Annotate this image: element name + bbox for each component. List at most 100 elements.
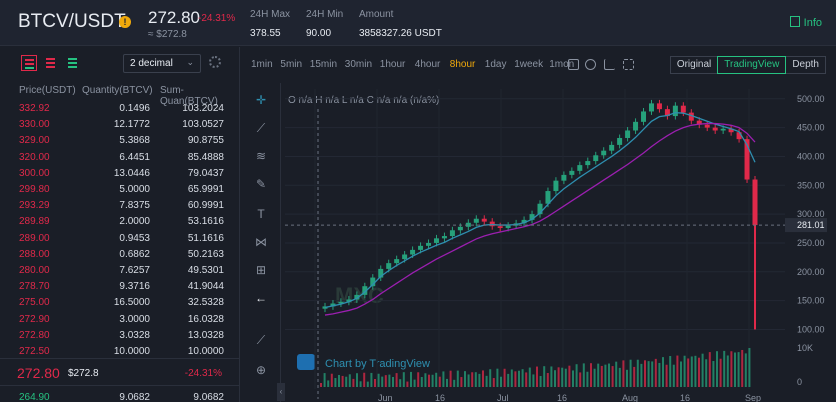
price-tick: 150.00 — [797, 296, 825, 306]
brush-icon[interactable]: ✎ — [255, 177, 267, 191]
text-icon[interactable]: T — [257, 207, 265, 221]
ask-sum: 32.5328 — [187, 297, 224, 309]
col-sum-header: Sum-Quan(BTCV) — [160, 85, 218, 107]
price-chart[interactable]: O n/a H n/a L n/a C n/a n/a (n/a%) MXC C… — [285, 89, 836, 402]
ask-qty: 10.0000 — [113, 346, 150, 357]
settings-icon[interactable] — [585, 59, 596, 70]
book-view-bids-button[interactable] — [65, 55, 81, 71]
interval-5min[interactable]: 5min — [280, 59, 303, 70]
fib-icon[interactable]: ≋ — [255, 149, 267, 163]
ask-row[interactable]: 272.90 3.0000 16.0328 — [0, 312, 240, 327]
candle-body — [752, 179, 758, 226]
volume-bar — [417, 372, 420, 387]
chevron-down-icon[interactable] — [568, 59, 579, 70]
pattern-icon[interactable]: ⋈ — [255, 235, 267, 249]
interval-1hour[interactable]: 1hour — [379, 59, 406, 70]
interval-1min[interactable]: 1min — [251, 59, 273, 70]
tab-depth[interactable]: Depth — [785, 56, 826, 74]
col-price-header: Price(USDT) — [19, 85, 76, 96]
price-tag-bg — [785, 218, 827, 233]
volume-bar — [593, 368, 596, 387]
volume-bar — [680, 361, 682, 387]
volume-bar — [561, 367, 564, 387]
pair-title[interactable]: BTCV/USDT — [18, 11, 126, 32]
volume-bar — [582, 363, 585, 387]
collapse-toolbar-button[interactable]: ‹ — [277, 383, 285, 401]
ask-row[interactable]: 275.00 16.5000 32.5328 — [0, 295, 240, 310]
volume-bar — [395, 373, 398, 387]
ask-row[interactable]: 280.00 7.6257 49.5301 — [0, 263, 240, 278]
bid-sum: 9.0682 — [193, 392, 224, 402]
ask-row[interactable]: 288.00 0.6862 50.2163 — [0, 247, 240, 262]
interval-1mon[interactable]: 1mon — [549, 59, 575, 70]
volume-bar — [428, 374, 430, 387]
ask-sum: 51.1616 — [187, 232, 224, 244]
ask-sum: 10.0000 — [187, 346, 224, 357]
volume-bar — [723, 350, 726, 387]
interval-8hour[interactable]: 8hour — [449, 59, 476, 70]
x-tick: Sep — [745, 393, 761, 402]
interval-1week[interactable]: 1week — [514, 59, 544, 70]
ask-row[interactable]: 320.00 6.4451 85.4888 — [0, 150, 240, 165]
ask-row[interactable]: 299.80 5.0000 65.9991 — [0, 182, 240, 197]
ask-row[interactable]: 278.70 9.3716 41.9044 — [0, 279, 240, 294]
order-book-toolbar: 2 decimal ⌄ — [0, 47, 240, 81]
info-button[interactable]: Info — [789, 16, 822, 29]
ask-row[interactable]: 329.00 5.3868 90.8755 — [0, 133, 240, 148]
tab-tradingview[interactable]: TradingView — [717, 56, 787, 74]
ask-sum: 79.0437 — [187, 167, 224, 179]
candle-body — [561, 174, 567, 181]
arrow-left-icon[interactable]: ← — [255, 291, 267, 305]
ask-row[interactable]: 272.80 3.0328 13.0328 — [0, 328, 240, 343]
ask-row[interactable]: 332.92 0.1496 103.2024 — [0, 101, 240, 116]
ask-price: 288.00 — [19, 248, 50, 260]
volume-bar — [435, 372, 438, 387]
volume-bar — [363, 372, 366, 387]
volume-bar — [539, 376, 542, 387]
ask-row[interactable]: 289.89 2.0000 53.1616 — [0, 214, 240, 229]
candle-body — [617, 137, 623, 145]
volume-bar — [348, 374, 351, 387]
chevron-down-icon: ⌄ — [186, 57, 194, 67]
decimal-select[interactable]: 2 decimal ⌄ — [123, 54, 201, 73]
volume-bar — [590, 363, 592, 387]
pair-info-icon[interactable]: ! — [119, 16, 131, 28]
book-view-asks-button[interactable] — [43, 55, 59, 71]
interval-30min[interactable]: 30min — [344, 59, 373, 70]
candle-body — [688, 112, 694, 121]
volume-bar — [564, 368, 567, 387]
candle-body — [585, 161, 591, 166]
volume-bar — [579, 372, 582, 387]
volume-bar — [701, 353, 704, 387]
zoom-icon[interactable]: ⊕ — [255, 363, 267, 377]
ruler-icon[interactable]: ⟋ — [256, 333, 266, 347]
order-book: 2 decimal ⌄ Price(USDT) Quantity(BTCV) Su… — [0, 47, 240, 402]
candle-body — [497, 226, 503, 228]
ask-qty: 2.0000 — [119, 216, 150, 228]
chart-svg[interactable]: O n/a H n/a L n/a C n/a n/a (n/a%) MXC C… — [285, 89, 836, 402]
gear-icon[interactable] — [209, 56, 221, 68]
ask-row[interactable]: 330.00 12.1772 103.0527 — [0, 117, 240, 132]
interval-15min[interactable]: 15min — [309, 59, 338, 70]
candle-body — [410, 249, 416, 255]
bid-row[interactable]: 264.90 9.0682 9.0682 — [0, 392, 240, 402]
interval-4hour[interactable]: 4hour — [414, 59, 441, 70]
ma-fast-line — [324, 111, 756, 309]
volume-bar — [608, 363, 610, 387]
ask-price: 299.80 — [19, 184, 50, 195]
measure-icon[interactable]: ⊞ — [255, 263, 267, 277]
candle-body — [354, 294, 360, 300]
ask-price: 275.00 — [19, 297, 50, 309]
fullscreen-icon[interactable] — [623, 59, 634, 70]
indicator-icon[interactable] — [604, 59, 615, 70]
tab-original[interactable]: Original — [669, 56, 719, 74]
ask-row[interactable]: 272.50 10.0000 10.0000 — [0, 344, 240, 359]
ask-row[interactable]: 289.00 0.9453 51.1616 — [0, 231, 240, 246]
crosshair-icon[interactable]: ✛ — [255, 93, 267, 107]
book-view-both-button[interactable] — [21, 55, 37, 71]
ask-row[interactable]: 293.29 7.8375 60.9991 — [0, 198, 240, 213]
bid-qty: 9.0682 — [119, 392, 150, 402]
trendline-icon[interactable]: ⟋ — [256, 121, 266, 135]
ask-row[interactable]: 300.00 13.0446 79.0437 — [0, 166, 240, 181]
interval-1day[interactable]: 1day — [484, 59, 507, 70]
